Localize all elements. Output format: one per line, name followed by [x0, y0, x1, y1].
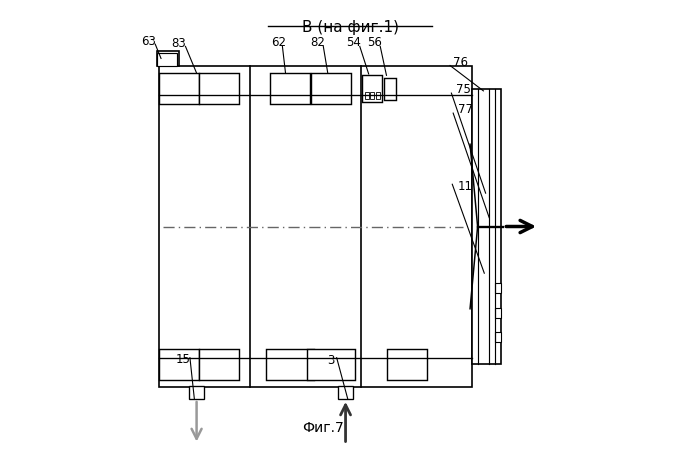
Bar — [376, 92, 380, 99]
Text: 76: 76 — [453, 56, 468, 69]
Bar — [190, 386, 204, 399]
Text: 3: 3 — [328, 354, 335, 367]
Text: 11: 11 — [457, 180, 473, 193]
Bar — [384, 78, 396, 100]
Bar — [159, 349, 199, 380]
Bar — [494, 284, 500, 293]
Bar — [370, 92, 374, 99]
Text: 62: 62 — [272, 36, 286, 49]
Text: 82: 82 — [311, 36, 326, 49]
Bar — [473, 89, 501, 364]
Text: 75: 75 — [456, 83, 471, 96]
Text: 54: 54 — [346, 36, 361, 49]
Text: 15: 15 — [176, 353, 190, 366]
Text: Фиг.7: Фиг.7 — [302, 421, 344, 435]
Bar — [157, 51, 178, 67]
Bar — [158, 53, 177, 66]
Text: В (на фиг.1): В (на фиг.1) — [302, 20, 398, 35]
Bar — [494, 333, 500, 342]
Bar — [363, 76, 382, 102]
Bar — [387, 349, 427, 380]
Bar — [307, 349, 356, 380]
Bar — [159, 73, 199, 104]
Bar — [270, 73, 310, 104]
Bar — [312, 73, 351, 104]
Bar — [266, 349, 314, 380]
Bar — [159, 67, 472, 386]
Bar — [338, 386, 353, 399]
Bar — [494, 308, 500, 318]
Bar — [199, 73, 239, 104]
Text: 83: 83 — [172, 37, 186, 50]
Bar — [199, 349, 239, 380]
Text: 56: 56 — [367, 36, 382, 49]
Text: 63: 63 — [141, 35, 156, 48]
Text: 77: 77 — [458, 103, 473, 116]
Bar — [365, 92, 369, 99]
